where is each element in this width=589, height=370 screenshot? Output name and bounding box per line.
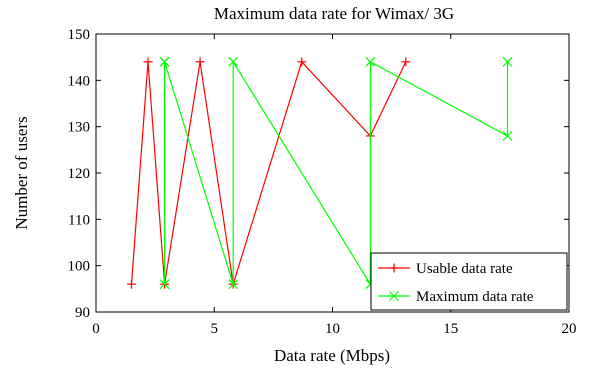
y-axis-label: Number of users [12,116,31,229]
legend-marker-glyph [389,291,399,301]
data-point-series-0 [143,57,153,67]
data-point-series-1 [159,56,170,67]
x-tick-label: 5 [211,321,219,337]
data-point-series-1 [228,279,239,290]
legend-marker-maximum [389,291,399,301]
x-tick-label: 15 [443,321,458,337]
chart-title: Maximum data rate for Wimax/ 3G [214,4,454,23]
y-axis-ticks: 90 100 110 120 130 140 150 [68,27,569,321]
x-axis-label: Data rate (Mbps) [274,346,390,365]
data-point-series-1 [502,131,513,141]
legend-label-usable: Usable data rate [416,261,513,277]
y-tick-label: 100 [68,259,91,275]
data-point-series-0 [297,57,307,67]
data-point-series-0 [401,57,411,67]
legend-marker-usable [389,263,399,273]
data-point-series-1 [365,56,376,67]
x-tick-label: 10 [325,321,340,337]
y-tick-label: 130 [68,120,91,136]
x-tick-label: 0 [92,321,100,337]
x-axis-ticks: 0 5 10 15 20 [92,34,577,337]
y-tick-label: 120 [68,166,91,182]
data-point-series-1 [502,56,513,67]
data-point-series-0 [126,279,136,289]
legend-box [370,252,568,311]
y-tick-label: 90 [75,305,90,321]
legend-label-maximum: Maximum data rate [416,289,534,305]
data-point-series-0 [195,57,205,67]
data-point-series-1 [159,279,170,290]
series-line-0 [130,60,407,285]
legend: Usable data rate Maximum data rate [370,252,568,311]
y-tick-label: 110 [68,212,90,228]
data-point-series-1 [228,56,239,67]
x-tick-label: 20 [562,321,577,337]
y-tick-label: 150 [68,27,91,43]
legend-marker-glyph [389,263,399,273]
y-tick-label: 140 [68,73,91,89]
